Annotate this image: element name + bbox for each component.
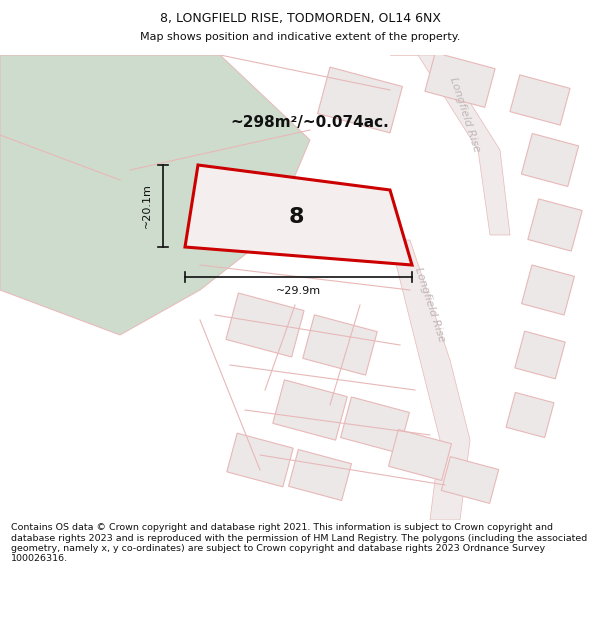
Polygon shape	[185, 165, 412, 265]
Text: Contains OS data © Crown copyright and database right 2021. This information is : Contains OS data © Crown copyright and d…	[11, 523, 587, 563]
Polygon shape	[226, 293, 304, 357]
Polygon shape	[317, 67, 403, 133]
Polygon shape	[303, 315, 377, 375]
Polygon shape	[425, 52, 495, 107]
Polygon shape	[515, 331, 565, 379]
Polygon shape	[442, 457, 499, 503]
Text: 8: 8	[289, 207, 304, 227]
Text: ~298m²/~0.074ac.: ~298m²/~0.074ac.	[230, 114, 389, 129]
Polygon shape	[341, 397, 409, 453]
Polygon shape	[528, 199, 582, 251]
Polygon shape	[521, 134, 578, 186]
Polygon shape	[227, 433, 293, 487]
Polygon shape	[390, 55, 510, 235]
Polygon shape	[389, 429, 451, 481]
Text: Map shows position and indicative extent of the property.: Map shows position and indicative extent…	[140, 32, 460, 42]
Polygon shape	[273, 380, 347, 440]
Text: ~20.1m: ~20.1m	[142, 184, 152, 228]
Polygon shape	[510, 75, 570, 125]
Text: Longfield Rise: Longfield Rise	[448, 76, 482, 154]
Polygon shape	[380, 240, 470, 520]
Polygon shape	[521, 265, 574, 315]
Text: 8, LONGFIELD RISE, TODMORDEN, OL14 6NX: 8, LONGFIELD RISE, TODMORDEN, OL14 6NX	[160, 12, 440, 25]
Polygon shape	[506, 392, 554, 438]
Text: ~29.9m: ~29.9m	[276, 286, 321, 296]
Polygon shape	[289, 449, 352, 501]
Text: Longfield Rise: Longfield Rise	[413, 266, 447, 344]
Polygon shape	[0, 55, 310, 335]
